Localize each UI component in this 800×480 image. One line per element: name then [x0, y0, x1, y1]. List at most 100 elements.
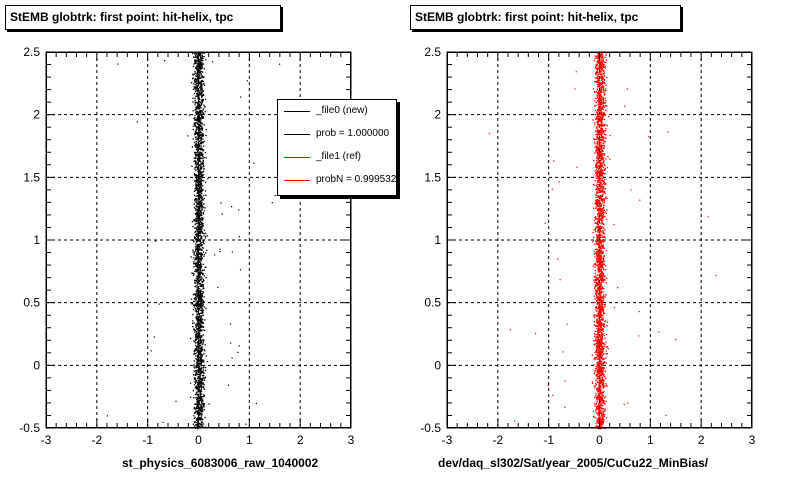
data-point	[199, 394, 202, 396]
data-point	[196, 419, 198, 421]
data-point	[594, 293, 597, 295]
data-point	[195, 392, 197, 394]
data-point	[197, 275, 200, 277]
data-point	[202, 400, 204, 402]
data-point	[197, 412, 199, 414]
data-point	[198, 151, 200, 153]
data-point	[198, 125, 200, 127]
data-point	[198, 333, 200, 336]
data-point	[192, 226, 194, 228]
data-point	[199, 390, 201, 392]
data-point	[199, 262, 202, 265]
data-point	[598, 139, 600, 141]
data-point	[598, 416, 600, 418]
data-point	[196, 411, 199, 413]
data-point	[195, 367, 197, 369]
data-point	[197, 378, 199, 380]
data-point	[198, 295, 200, 297]
data-point	[194, 339, 197, 341]
data-point	[198, 228, 200, 230]
legend: _file0 (new) prob = 1.000000 _file1 (ref…	[277, 99, 397, 196]
data-point	[197, 124, 199, 126]
data-point	[200, 100, 202, 102]
data-point	[195, 188, 198, 190]
data-point	[602, 232, 604, 235]
data-point	[197, 318, 199, 320]
data-point	[599, 389, 601, 392]
data-point	[201, 346, 203, 348]
data-point	[598, 388, 600, 390]
data-point	[201, 258, 203, 260]
data-point	[199, 191, 201, 193]
data-point	[605, 212, 607, 215]
data-point	[600, 146, 602, 148]
data-point	[202, 185, 204, 187]
data-point	[600, 399, 602, 401]
data-point	[200, 164, 202, 166]
data-point	[603, 342, 605, 344]
data-point	[201, 70, 203, 73]
data-point	[195, 213, 197, 215]
data-point	[598, 398, 600, 400]
data-point	[598, 284, 601, 286]
data-point	[200, 318, 202, 320]
data-point	[600, 385, 602, 387]
data-point	[197, 403, 199, 405]
data-point	[197, 191, 199, 193]
data-point	[199, 270, 201, 272]
data-point	[602, 418, 604, 421]
data-point	[201, 95, 203, 97]
data-point	[199, 318, 201, 320]
data-point	[191, 146, 194, 148]
data-point	[200, 372, 202, 375]
data-point	[199, 392, 201, 395]
data-point	[595, 280, 598, 282]
data-point	[598, 61, 600, 63]
data-point	[199, 184, 201, 186]
data-point	[598, 173, 600, 176]
data-point	[601, 81, 604, 83]
data-point	[594, 298, 596, 300]
data-point	[204, 416, 206, 419]
data-point	[595, 166, 597, 168]
data-point	[203, 168, 205, 170]
data-point	[197, 324, 200, 326]
data-point	[604, 188, 606, 190]
data-point	[596, 77, 598, 79]
data-point	[199, 398, 202, 400]
data-point	[196, 75, 198, 77]
data-point	[195, 75, 197, 77]
data-point	[606, 352, 608, 355]
data-point	[594, 180, 596, 182]
data-point	[596, 321, 598, 324]
data-point	[200, 102, 202, 104]
data-point	[596, 126, 598, 128]
data-point	[196, 122, 198, 124]
data-point	[203, 339, 205, 341]
data-point	[602, 422, 604, 424]
data-point	[597, 299, 599, 301]
data-point	[198, 217, 200, 219]
data-point	[194, 331, 196, 333]
data-point	[601, 392, 603, 394]
data-point	[193, 73, 195, 75]
data-point	[595, 307, 598, 309]
data-point	[600, 424, 602, 426]
data-point	[599, 367, 601, 369]
data-point	[198, 382, 200, 384]
data-point	[197, 213, 199, 215]
data-point	[603, 419, 605, 421]
data-point	[594, 138, 596, 141]
data-point	[200, 383, 202, 385]
data-point	[202, 425, 204, 427]
data-point	[598, 218, 600, 220]
data-point	[200, 85, 203, 87]
data-point	[197, 153, 199, 155]
data-point	[203, 235, 205, 237]
data-point	[198, 285, 200, 288]
data-point	[603, 72, 605, 74]
data-point	[603, 240, 605, 242]
data-point	[595, 150, 597, 153]
data-point	[198, 212, 200, 214]
data-point	[595, 253, 598, 255]
